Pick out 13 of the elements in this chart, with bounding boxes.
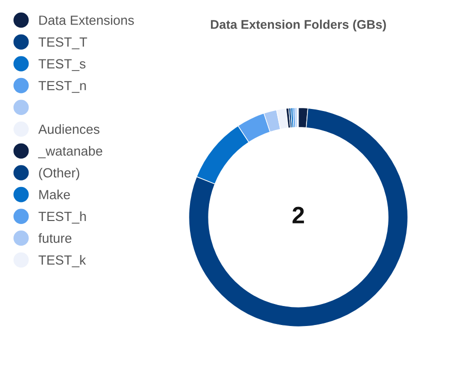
legend-label: _watanabe <box>38 146 102 158</box>
text: 2 <box>292 206 304 224</box>
text: Data Extension Folders (GBs) <box>210 20 386 32</box>
legend-label: Audiences <box>38 124 100 134</box>
legend-label: TEST_k <box>38 255 86 268</box>
legend-label: TEST_s <box>38 59 86 71</box>
legend-label: TEST_n <box>38 80 86 93</box>
legend-label: (Other) <box>39 168 80 180</box>
legend-label: TEST_h <box>38 211 86 224</box>
legend-label: future <box>38 233 72 243</box>
legend-label: Make <box>39 190 70 200</box>
legend-label: TEST_T <box>38 37 88 50</box>
legend-label: Data Extensions <box>39 15 134 25</box>
